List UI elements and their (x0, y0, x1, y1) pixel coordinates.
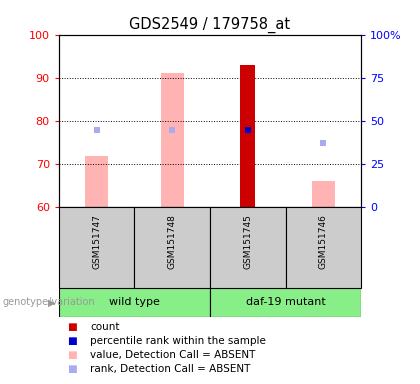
Text: genotype/variation: genotype/variation (2, 297, 95, 308)
Text: ■: ■ (67, 322, 77, 332)
Text: daf-19 mutant: daf-19 mutant (246, 297, 326, 308)
Text: percentile rank within the sample: percentile rank within the sample (90, 336, 266, 346)
Point (169, 127, 176, 133)
Text: ■: ■ (67, 350, 77, 360)
Text: GSM151747: GSM151747 (92, 214, 101, 269)
Bar (85, 156, 108, 207)
Text: GSM151745: GSM151745 (243, 214, 252, 269)
Point (93, 127, 100, 133)
Bar (161, 73, 184, 207)
Bar (286, 207, 361, 288)
Text: value, Detection Call = ABSENT: value, Detection Call = ABSENT (90, 350, 256, 360)
Bar (240, 65, 255, 207)
Text: count: count (90, 322, 120, 332)
Text: ▶: ▶ (48, 297, 56, 308)
Text: ■: ■ (67, 364, 77, 374)
Point (244, 127, 251, 133)
Bar (134, 207, 210, 288)
Bar (210, 207, 286, 288)
Bar (59, 207, 134, 288)
Text: wild type: wild type (109, 297, 160, 308)
Bar (210, 288, 361, 317)
Text: GDS2549 / 179758_at: GDS2549 / 179758_at (129, 17, 291, 33)
Bar (312, 181, 335, 207)
Point (320, 139, 327, 146)
Text: GSM151746: GSM151746 (319, 214, 328, 269)
Text: GSM151748: GSM151748 (168, 214, 177, 269)
Text: rank, Detection Call = ABSENT: rank, Detection Call = ABSENT (90, 364, 251, 374)
Bar (59, 288, 210, 317)
Point (244, 127, 251, 133)
Text: ■: ■ (67, 336, 77, 346)
